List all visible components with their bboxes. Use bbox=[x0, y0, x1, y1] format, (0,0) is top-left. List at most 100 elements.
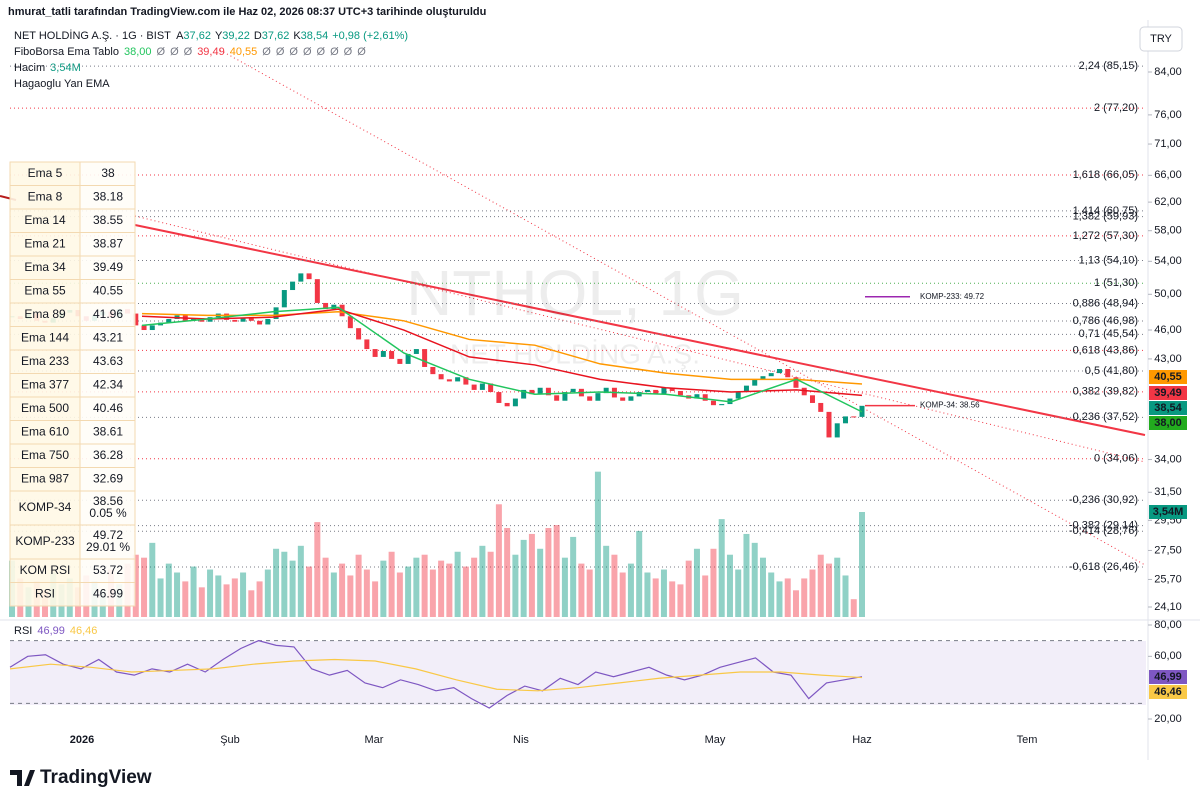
rsi-tick-label: 20,00 bbox=[1154, 713, 1182, 725]
candle bbox=[248, 318, 254, 321]
table-value: 40.55 bbox=[93, 283, 123, 297]
candle bbox=[793, 377, 799, 388]
rsi-tag bbox=[1149, 685, 1187, 699]
table-name: Ema 14 bbox=[24, 213, 66, 227]
volume-bar bbox=[726, 554, 733, 617]
table-name: KOMP-233 bbox=[15, 534, 75, 548]
volume-bar bbox=[149, 542, 156, 617]
komp-label: KOMP-34: 38.56 bbox=[920, 401, 980, 410]
komp-label: KOMP-233: 49.72 bbox=[920, 292, 985, 301]
price-tag-label: 39,49 bbox=[1154, 387, 1182, 399]
table-value: 43.63 bbox=[93, 354, 123, 368]
table-value: 38 bbox=[101, 166, 115, 180]
candle bbox=[710, 400, 716, 406]
currency-button[interactable] bbox=[1139, 26, 1183, 52]
volume-bar bbox=[281, 551, 288, 617]
candle bbox=[298, 273, 304, 282]
legend-line: FiboBorsa Ema Tablo 38,00 Ø Ø Ø 39,49 40,55 Ø Ø Ø… bbox=[14, 46, 366, 58]
price-tick-label: 58,00 bbox=[1154, 225, 1182, 237]
rsi-band bbox=[10, 641, 1146, 705]
price-tick-label: 27,50 bbox=[1154, 544, 1182, 556]
table-name: Ema 233 bbox=[21, 354, 69, 368]
volume-bar bbox=[462, 566, 469, 617]
credit: hmurat_tatli tarafından TradingView.com … bbox=[8, 6, 486, 18]
volume-bar bbox=[421, 554, 428, 617]
volume-bar bbox=[339, 563, 346, 617]
rsi-tag bbox=[1149, 670, 1187, 684]
volume-bar bbox=[273, 548, 280, 617]
price-tick-label: 24,10 bbox=[1154, 601, 1182, 613]
volume-bar bbox=[446, 563, 453, 617]
rsi-tick-label: 60,00 bbox=[1154, 650, 1182, 662]
table-value: 36.28 bbox=[93, 448, 123, 462]
volume-bar bbox=[165, 563, 172, 617]
volume-bar bbox=[768, 572, 775, 617]
volume-bar bbox=[355, 554, 362, 617]
candle bbox=[768, 373, 774, 377]
volume-bar bbox=[776, 581, 783, 617]
volume-bar bbox=[248, 590, 255, 617]
volume-tag bbox=[1149, 505, 1187, 519]
indicator-value: 38,00 bbox=[124, 46, 152, 58]
volume-bar bbox=[842, 575, 849, 617]
fib-label: 0,5 (41,80) bbox=[1085, 365, 1138, 377]
volume-bar bbox=[512, 554, 519, 617]
volume-bar bbox=[792, 590, 799, 617]
rsi-legend-value: 46,99 bbox=[37, 625, 65, 637]
candle bbox=[463, 377, 469, 385]
brand-logo bbox=[10, 770, 35, 786]
volume-bar bbox=[545, 528, 552, 617]
volume-bar bbox=[702, 575, 709, 617]
price-tick-label: 62,00 bbox=[1154, 196, 1182, 208]
legend-line: Hagaoglu Yan EMA bbox=[14, 78, 110, 90]
ohlc-value: 37,62 bbox=[262, 30, 290, 42]
time-label: Nis bbox=[513, 734, 529, 746]
candle bbox=[760, 376, 766, 380]
fib-label: 0,236 (37,52) bbox=[1073, 411, 1138, 423]
indicator-name: Hacim bbox=[14, 62, 45, 74]
table-value: 38.87 bbox=[93, 236, 123, 250]
volume-bar bbox=[834, 557, 841, 617]
fib-label: 0,786 (46,98) bbox=[1073, 315, 1138, 327]
table-value: 32.69 bbox=[93, 471, 123, 485]
price-tag bbox=[1149, 416, 1187, 430]
candle bbox=[446, 379, 452, 382]
table-value: 29.01 % bbox=[86, 540, 130, 554]
indicator-value: Ø bbox=[289, 46, 298, 58]
candle bbox=[430, 366, 436, 375]
candle bbox=[488, 383, 494, 393]
fib-label: -0,618 (26,46) bbox=[1069, 561, 1138, 573]
volume-bar bbox=[677, 584, 684, 617]
volume-bar bbox=[322, 557, 329, 617]
candle bbox=[133, 313, 139, 326]
fib-label: 0,71 (45,54) bbox=[1079, 328, 1138, 340]
candle bbox=[719, 404, 725, 406]
price-tick-label: 54,00 bbox=[1154, 255, 1182, 267]
currency[interactable]: TRY bbox=[1150, 33, 1172, 45]
ohlc-label: D bbox=[254, 30, 262, 42]
volume-bar bbox=[174, 572, 181, 617]
candle bbox=[562, 392, 568, 401]
volume-bar bbox=[363, 569, 370, 617]
rsi-tag-label: 46,46 bbox=[1154, 686, 1182, 698]
candle bbox=[273, 307, 279, 319]
table-value: 41.96 bbox=[93, 307, 123, 321]
indicator-name: FiboBorsa Ema Tablo bbox=[14, 46, 119, 58]
table-value: 53.72 bbox=[93, 563, 123, 577]
price-tag-label: 40,55 bbox=[1154, 371, 1182, 383]
volume-bar bbox=[380, 560, 387, 617]
volume-bar bbox=[207, 569, 214, 617]
fib-label: 0,382 (39,82) bbox=[1073, 386, 1138, 398]
volume-bar bbox=[504, 528, 511, 617]
candle bbox=[644, 389, 650, 393]
indicator-value: Ø bbox=[276, 46, 285, 58]
indicator-value: 3,54M bbox=[50, 62, 81, 74]
rsi-tick-label: 80,00 bbox=[1154, 619, 1182, 631]
volume-bar bbox=[182, 581, 189, 617]
candle bbox=[257, 320, 263, 325]
candle bbox=[306, 273, 312, 280]
table-value: 46.99 bbox=[93, 586, 123, 600]
candle bbox=[842, 416, 848, 424]
candle bbox=[636, 392, 642, 397]
